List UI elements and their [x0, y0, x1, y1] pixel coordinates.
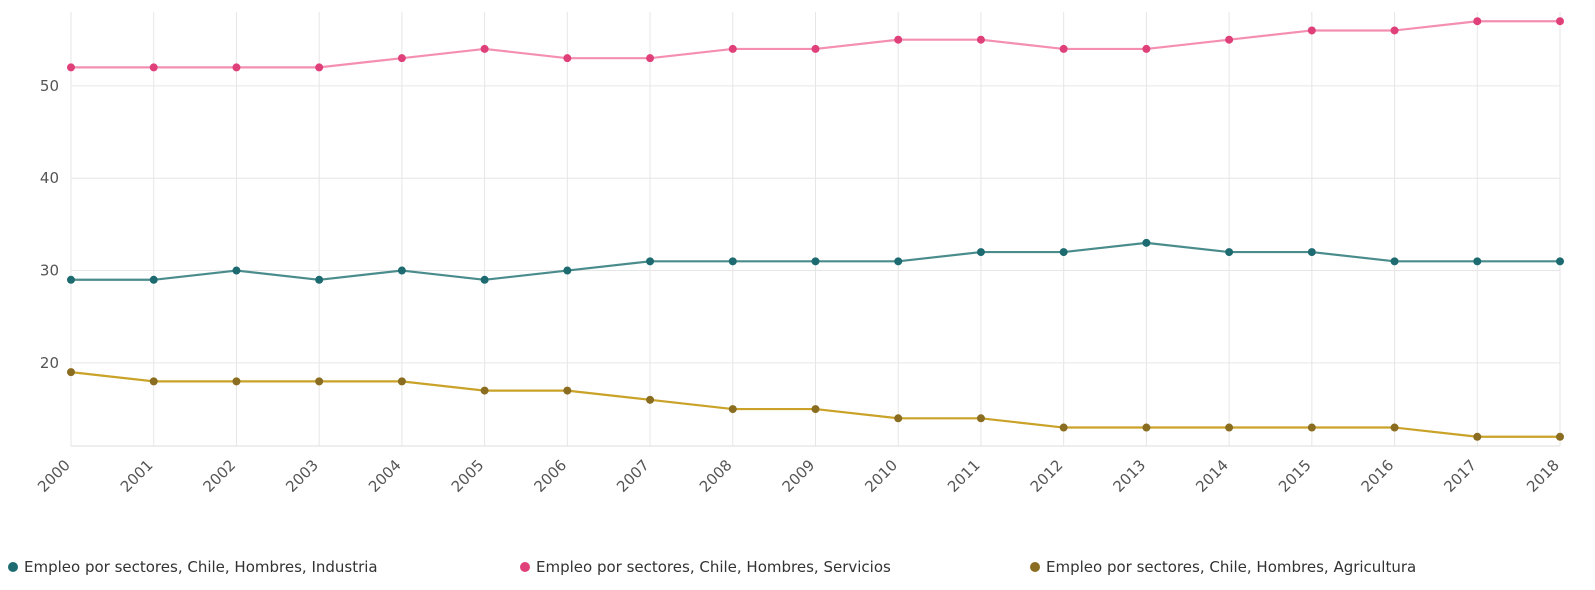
data-point[interactable]	[315, 63, 324, 72]
x-tick-label: 2015	[1275, 456, 1315, 496]
data-point[interactable]	[1390, 423, 1399, 432]
x-tick-label: 2001	[117, 456, 157, 496]
data-point[interactable]	[67, 368, 75, 377]
x-tick-label: 2006	[530, 456, 570, 496]
data-point[interactable]	[1556, 17, 1564, 26]
x-tick-label: 2011	[944, 456, 984, 496]
data-point[interactable]	[894, 35, 903, 44]
legend-item-agricultura[interactable]: Empleo por sectores, Chile, Hombres, Agr…	[1030, 558, 1416, 576]
data-point[interactable]	[1225, 423, 1234, 432]
data-point[interactable]	[1142, 238, 1151, 247]
data-point[interactable]	[1390, 257, 1399, 266]
x-tick-label: 2014	[1192, 456, 1232, 496]
data-point[interactable]	[563, 54, 572, 63]
data-point[interactable]	[232, 377, 241, 386]
x-tick-label: 2016	[1358, 456, 1398, 496]
y-tick-label: 40	[40, 169, 59, 187]
data-point[interactable]	[1059, 423, 1068, 432]
data-point[interactable]	[811, 405, 820, 414]
data-point[interactable]	[1059, 248, 1068, 257]
x-tick-label: 2009	[779, 456, 819, 496]
legend: Empleo por sectores, Chile, Hombres, Ind…	[0, 558, 1595, 588]
y-axis: 20 30 40 50	[40, 77, 59, 372]
data-point[interactable]	[1307, 423, 1316, 432]
data-point[interactable]	[397, 377, 406, 386]
data-point[interactable]	[315, 377, 324, 386]
data-point[interactable]	[728, 405, 737, 414]
data-point[interactable]	[1142, 44, 1151, 53]
data-point[interactable]	[728, 257, 737, 266]
data-point[interactable]	[397, 266, 406, 275]
legend-item-servicios[interactable]: Empleo por sectores, Chile, Hombres, Ser…	[520, 558, 891, 576]
x-tick-label: 2000	[34, 456, 74, 496]
legend-dot-industria	[8, 562, 18, 572]
data-point[interactable]	[1473, 257, 1482, 266]
data-point[interactable]	[480, 275, 489, 284]
x-tick-label: 2008	[696, 456, 736, 496]
legend-label-agricultura: Empleo por sectores, Chile, Hombres, Agr…	[1046, 558, 1417, 576]
legend-item-industria[interactable]: Empleo por sectores, Chile, Hombres, Ind…	[8, 558, 378, 576]
data-point[interactable]	[232, 63, 241, 72]
data-point[interactable]	[1556, 432, 1564, 441]
data-point[interactable]	[1390, 26, 1399, 35]
data-point[interactable]	[894, 414, 903, 423]
data-point[interactable]	[1225, 35, 1234, 44]
data-point[interactable]	[149, 377, 158, 386]
x-tick-label: 2013	[1109, 456, 1149, 496]
data-point[interactable]	[149, 63, 158, 72]
x-tick-label: 2002	[200, 456, 240, 496]
y-tick-label: 50	[40, 77, 59, 95]
data-point[interactable]	[811, 44, 820, 53]
data-point[interactable]	[646, 395, 655, 404]
x-tick-label: 2005	[448, 456, 488, 496]
data-point[interactable]	[1307, 26, 1316, 35]
y-tick-label: 30	[40, 262, 59, 280]
x-tick-label: 2017	[1440, 456, 1480, 496]
data-point[interactable]	[480, 386, 489, 395]
data-point[interactable]	[1473, 17, 1482, 26]
series-group	[67, 17, 1564, 441]
y-tick-label: 20	[40, 354, 59, 372]
data-point[interactable]	[67, 275, 75, 284]
x-tick-label: 2004	[365, 456, 405, 496]
data-point[interactable]	[1059, 44, 1068, 53]
data-point[interactable]	[1225, 248, 1234, 257]
x-tick-label: 2012	[1027, 456, 1067, 496]
data-point[interactable]	[397, 54, 406, 63]
legend-label-industria: Empleo por sectores, Chile, Hombres, Ind…	[24, 558, 378, 576]
x-tick-label: 2007	[613, 456, 653, 496]
x-tick-label: 2003	[282, 456, 322, 496]
x-tick-label: 2010	[861, 456, 901, 496]
data-point[interactable]	[315, 275, 324, 284]
data-point[interactable]	[563, 386, 572, 395]
data-point[interactable]	[232, 266, 241, 275]
legend-dot-servicios	[520, 562, 530, 572]
x-tick-label: 2018	[1523, 456, 1563, 496]
data-point[interactable]	[811, 257, 820, 266]
data-point[interactable]	[976, 35, 985, 44]
data-point[interactable]	[1142, 423, 1151, 432]
data-point[interactable]	[894, 257, 903, 266]
data-point[interactable]	[646, 257, 655, 266]
data-point[interactable]	[563, 266, 572, 275]
data-point[interactable]	[976, 248, 985, 257]
data-point[interactable]	[1556, 257, 1564, 266]
data-point[interactable]	[728, 44, 737, 53]
data-point[interactable]	[149, 275, 158, 284]
grid-lines	[70, 12, 1561, 447]
data-point[interactable]	[1473, 432, 1482, 441]
data-point[interactable]	[976, 414, 985, 423]
data-point[interactable]	[646, 54, 655, 63]
data-point[interactable]	[1307, 248, 1316, 257]
legend-label-servicios: Empleo por sectores, Chile, Hombres, Ser…	[536, 558, 891, 576]
data-point[interactable]	[480, 44, 489, 53]
legend-dot-agricultura	[1030, 562, 1040, 572]
x-axis: 2000 2001 2002 2003 2004 2005 2006 2007 2008 2009…	[34, 456, 1563, 496]
data-point[interactable]	[67, 63, 75, 72]
